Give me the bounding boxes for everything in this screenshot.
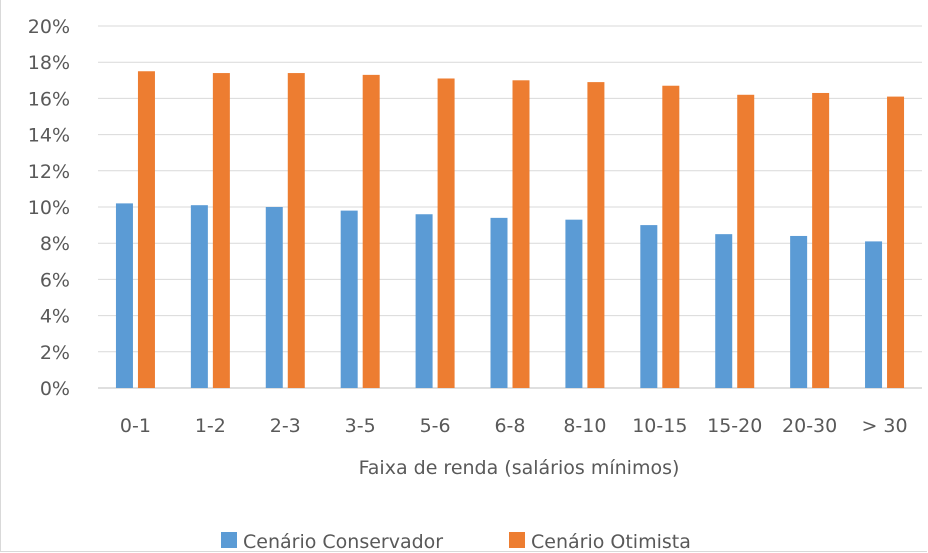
bar-otimista (887, 96, 905, 388)
bar-otimista (362, 74, 380, 389)
x-tick-label: 1-2 (195, 415, 226, 437)
x-tick-label: 6-8 (494, 415, 525, 437)
bars (115, 71, 905, 389)
x-tick-label: 3-5 (345, 415, 376, 437)
legend-swatch (221, 532, 237, 548)
bar-conservador (490, 217, 508, 388)
bar-otimista (662, 85, 680, 388)
x-tick-label: 15-20 (707, 415, 762, 437)
legend: Cenário Conservador Cenário Otimista (221, 531, 691, 553)
grid-lines (98, 25, 922, 389)
y-tick-label: 0% (40, 378, 70, 400)
bar-otimista (437, 78, 455, 389)
y-tick-label: 6% (40, 269, 70, 291)
bar-conservador (340, 210, 358, 388)
y-tick-label: 20% (28, 16, 70, 38)
x-tick-label: 20-30 (782, 415, 837, 437)
x-tick-label: 5-6 (420, 415, 451, 437)
bar-conservador (865, 241, 883, 388)
bar-conservador (190, 205, 208, 388)
y-tick-label: 16% (28, 88, 70, 110)
bar-otimista (212, 73, 230, 388)
bar-conservador (640, 225, 658, 388)
x-axis-ticks: 0-1 1-2 2-3 3-5 5-6 6-8 8-10 10-15 15-20 20-30 > 3… (120, 415, 908, 437)
y-tick-label: 8% (40, 233, 70, 255)
y-tick-label: 18% (28, 52, 70, 74)
bar-conservador (790, 235, 808, 388)
bar-otimista (137, 71, 155, 388)
bar-conservador (265, 207, 283, 388)
bar-otimista (812, 92, 830, 388)
bar-otimista (287, 73, 305, 388)
x-tick-label: 0-1 (120, 415, 151, 437)
y-tick-label: 10% (28, 197, 70, 219)
legend-label: Cenário Conservador (243, 531, 443, 553)
y-tick-label: 4% (40, 306, 70, 328)
x-tick-label: 2-3 (270, 415, 301, 437)
legend-label: Cenário Otimista (531, 531, 691, 553)
legend-swatch (509, 532, 525, 548)
bar-otimista (512, 80, 530, 389)
x-axis-title: Faixa de renda (salários mínimos) (359, 457, 680, 479)
y-axis-ticks: 0% 2% 4% 6% 8% 10% 12% 14% 16% 18% 20% (28, 16, 70, 400)
bar-conservador (565, 219, 583, 388)
bar-otimista (737, 94, 755, 388)
y-tick-label: 2% (40, 342, 70, 364)
y-tick-label: 14% (28, 125, 70, 147)
y-tick-label: 12% (28, 161, 70, 183)
bar-conservador (415, 214, 433, 388)
x-tick-label: > 30 (861, 415, 907, 437)
x-tick-label: 8-10 (563, 415, 606, 437)
bar-conservador (715, 234, 733, 388)
bar-otimista (587, 82, 605, 389)
bar-conservador (115, 203, 133, 388)
x-tick-label: 10-15 (632, 415, 687, 437)
